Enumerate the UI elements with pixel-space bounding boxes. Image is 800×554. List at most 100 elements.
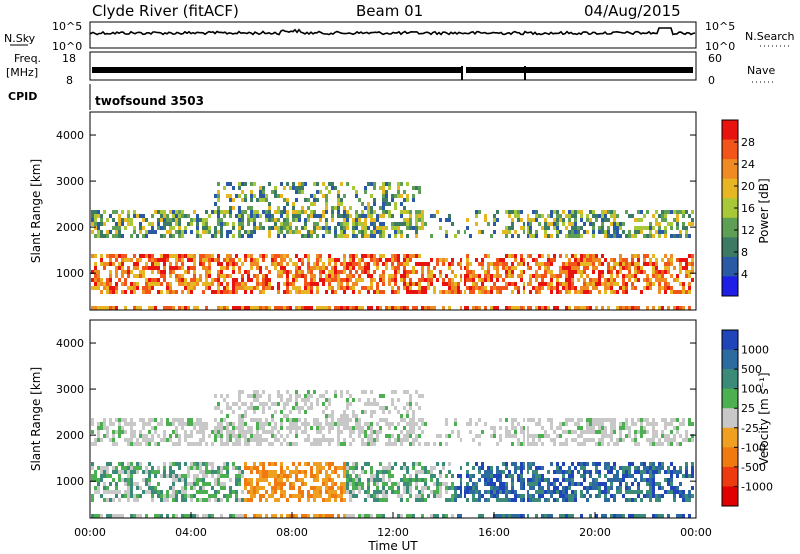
heatmap-cell — [373, 234, 376, 238]
heatmap-cell — [403, 434, 406, 438]
heatmap-cell — [163, 466, 166, 470]
heatmap-cell — [484, 498, 487, 502]
heatmap-cell — [328, 486, 331, 490]
heatmap-cell — [229, 422, 232, 426]
heatmap-cell — [562, 498, 565, 502]
heatmap-cell — [286, 202, 289, 206]
heatmap-cell — [145, 282, 148, 286]
heatmap-cell — [298, 462, 301, 466]
heatmap-cell — [541, 254, 544, 258]
data-gap — [525, 320, 527, 518]
heatmap-cell — [664, 254, 667, 258]
heatmap-cell — [526, 494, 529, 498]
heatmap-cell — [376, 286, 379, 290]
heatmap-cell — [130, 474, 133, 478]
heatmap-cell — [376, 226, 379, 230]
heatmap-cell — [625, 274, 628, 278]
heatmap-cell — [409, 214, 412, 218]
freq-band-segment — [526, 67, 693, 73]
heatmap-cell — [361, 514, 364, 518]
heatmap-cell — [262, 278, 265, 282]
heatmap-cell — [403, 282, 406, 286]
heatmap-cell — [205, 222, 208, 226]
heatmap-cell — [193, 270, 196, 274]
heatmap-cell — [664, 426, 667, 430]
heatmap-cell — [250, 426, 253, 430]
heatmap-cell — [415, 210, 418, 214]
heatmap-cell — [334, 394, 337, 398]
heatmap-cell — [649, 470, 652, 474]
heatmap-cell — [310, 466, 313, 470]
heatmap-cell — [565, 478, 568, 482]
heatmap-cell — [292, 494, 295, 498]
heatmap-cell — [94, 278, 97, 282]
heatmap-cell — [400, 194, 403, 198]
heatmap-cell — [526, 218, 529, 222]
heatmap-cell — [661, 278, 664, 282]
heatmap-cell — [175, 490, 178, 494]
heatmap-cell — [586, 230, 589, 234]
heatmap-cell — [607, 282, 610, 286]
heatmap-cell — [196, 418, 199, 422]
heatmap-cell — [439, 218, 442, 222]
heatmap-cell — [307, 266, 310, 270]
heatmap-cell — [526, 426, 529, 430]
heatmap-cell — [208, 434, 211, 438]
heatmap-cell — [307, 262, 310, 266]
heatmap-cell — [157, 278, 160, 282]
heatmap-cell — [682, 514, 685, 518]
heatmap-cell — [574, 258, 577, 262]
heatmap-cell — [208, 462, 211, 466]
heatmap-cell — [271, 474, 274, 478]
heatmap-cell — [328, 254, 331, 258]
heatmap-cell — [580, 442, 583, 446]
heatmap-cell — [457, 430, 460, 434]
heatmap-cell — [676, 474, 679, 478]
heatmap-cell — [370, 414, 373, 418]
heatmap-cell — [457, 230, 460, 234]
heatmap-cell — [520, 274, 523, 278]
heatmap-cell — [166, 490, 169, 494]
heatmap-cell — [403, 206, 406, 210]
heatmap-cell — [328, 258, 331, 262]
heatmap-cell — [325, 202, 328, 206]
heatmap-cell — [241, 222, 244, 226]
heatmap-cell — [259, 494, 262, 498]
heatmap-cell — [670, 430, 673, 434]
heatmap-cell — [262, 390, 265, 394]
heatmap-cell — [502, 258, 505, 262]
heatmap-cell — [286, 306, 289, 310]
heatmap-cell — [163, 218, 166, 222]
heatmap-cell — [376, 478, 379, 482]
heatmap-cell — [259, 190, 262, 194]
heatmap-cell — [457, 262, 460, 266]
colorbar-swatch — [722, 256, 738, 277]
heatmap-cell — [256, 274, 259, 278]
heatmap-cell — [595, 494, 598, 498]
heatmap-cell — [604, 210, 607, 214]
heatmap-cell — [331, 414, 334, 418]
heatmap-cell — [295, 186, 298, 190]
heatmap-cell — [508, 282, 511, 286]
heatmap-cell — [169, 290, 172, 294]
heatmap-cell — [667, 466, 670, 470]
heatmap-cell — [103, 266, 106, 270]
heatmap-cell — [658, 286, 661, 290]
heatmap-cell — [634, 422, 637, 426]
heatmap-cell — [670, 226, 673, 230]
heatmap-cell — [442, 278, 445, 282]
heatmap-cell — [580, 290, 583, 294]
heatmap-cell — [457, 474, 460, 478]
heatmap-cell — [199, 498, 202, 502]
heatmap-cell — [484, 470, 487, 474]
heatmap-cell — [637, 278, 640, 282]
heatmap-cell — [226, 426, 229, 430]
heatmap-cell — [187, 466, 190, 470]
heatmap-cell — [664, 210, 667, 214]
heatmap-cell — [160, 418, 163, 422]
heatmap-cell — [622, 478, 625, 482]
heatmap-cell — [505, 270, 508, 274]
heatmap-cell — [403, 482, 406, 486]
heatmap-cell — [652, 442, 655, 446]
heatmap-cell — [454, 486, 457, 490]
